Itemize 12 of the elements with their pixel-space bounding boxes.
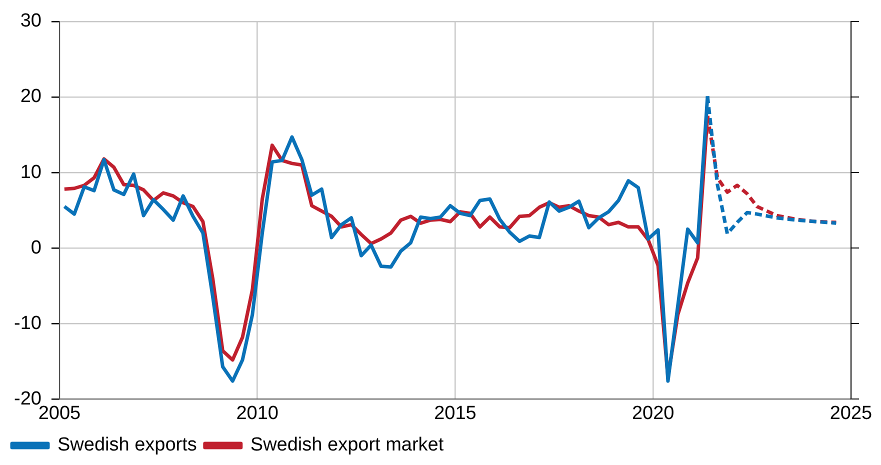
x-tick-label: 2010	[236, 402, 278, 424]
legend-label: Swedish export market	[250, 434, 444, 456]
x-tick-label: 2020	[632, 402, 674, 424]
y-tick-label: 20	[20, 86, 42, 108]
x-tick-label: 2025	[830, 402, 872, 424]
legend-label: Swedish exports	[58, 434, 197, 456]
y-tick-label: 10	[20, 162, 42, 183]
y-tick-label: 30	[20, 10, 42, 32]
x-tick-label: 2005	[38, 402, 81, 424]
x-tick-label: 2015	[434, 402, 476, 424]
y-tick-label: -10	[14, 312, 42, 334]
y-tick-label: 0	[30, 237, 42, 258]
